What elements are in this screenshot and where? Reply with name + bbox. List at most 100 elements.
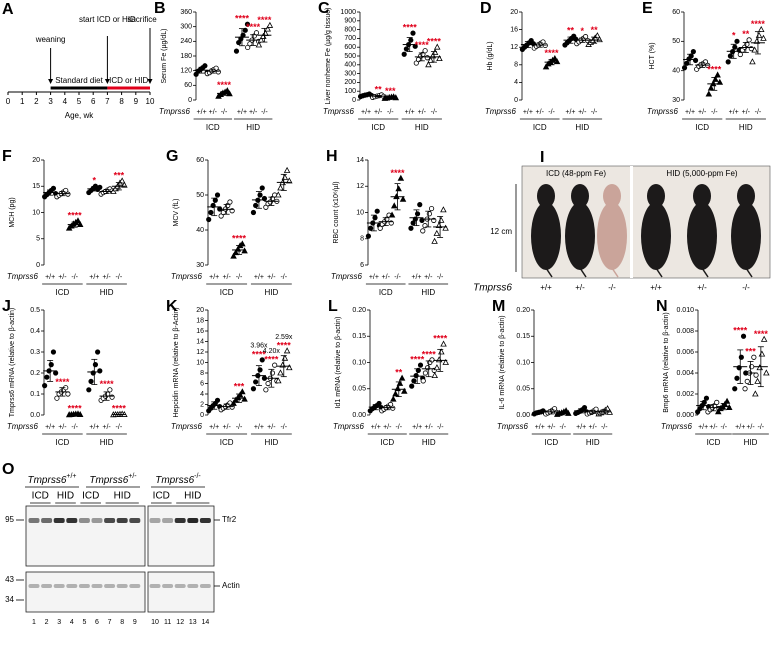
y-tick-label: 180	[180, 53, 192, 60]
diet-label: HID	[264, 288, 278, 297]
y-tick-label: 0.15	[352, 333, 366, 340]
lane-number: 6	[95, 619, 99, 626]
y-tick-label: 0.05	[516, 386, 530, 393]
genotype-label: Tmprss6	[7, 272, 39, 281]
x-tick-label: +/+	[237, 109, 247, 116]
significance-stars: ****	[403, 22, 418, 32]
data-point	[266, 21, 274, 28]
data-point	[433, 43, 441, 50]
panel-letter: B	[154, 0, 166, 17]
diet-label: HID	[422, 438, 436, 447]
y-tick-label: 0.10	[352, 359, 366, 366]
band-label: Tfr2	[222, 515, 237, 524]
y-tick-label: 20	[196, 307, 204, 314]
size-marker: 34	[5, 595, 14, 604]
x-tick-label: -/-	[559, 424, 566, 431]
genotype-superscript: +/-	[128, 473, 137, 480]
photo-label: ICD (48-ppm Fe)	[546, 169, 606, 178]
data-point	[250, 209, 257, 216]
lane-number: 11	[164, 619, 171, 626]
gene-name: Tmprss6	[27, 475, 66, 486]
x-tick-label: +/-	[58, 274, 67, 281]
data-point	[265, 380, 271, 387]
x-tick-label: -/-	[394, 274, 401, 281]
data-point	[737, 51, 743, 58]
data-point	[410, 30, 416, 36]
diet-label: HID	[415, 123, 429, 132]
data-point	[740, 333, 747, 339]
actin-band	[149, 584, 161, 588]
genotype-label: Tmprss6	[7, 422, 39, 431]
y-tick-label: 14	[356, 157, 364, 164]
gene-name: Tmprss6	[155, 475, 194, 486]
data-point	[732, 386, 738, 392]
x-tick-label: +/-	[209, 109, 218, 116]
x-tick-label: +/+	[412, 424, 422, 431]
genotype-label: Tmprss6	[171, 422, 203, 431]
significance-stars: ***	[114, 170, 125, 180]
diet-label: ICD	[544, 438, 558, 447]
diet-label: ICD	[380, 438, 394, 447]
significance-stars: *	[581, 26, 585, 36]
data-point	[227, 199, 233, 205]
data-point	[275, 191, 282, 198]
significance-stars: **	[742, 29, 750, 39]
x-tick-label: +/+	[576, 424, 586, 431]
x-tick-label: -/-	[280, 424, 287, 431]
gene-name: Tmprss6	[89, 475, 128, 486]
tfr2-band	[174, 518, 186, 523]
data-point	[394, 385, 401, 392]
y-tick-label: 0.20	[516, 307, 530, 314]
tfr2-band	[162, 518, 174, 523]
data-point	[257, 36, 265, 43]
x-tick-label: +/-	[382, 274, 391, 281]
data-point	[398, 374, 406, 381]
y-tick-label: 100	[344, 88, 356, 95]
diet-label: HID	[114, 491, 131, 502]
y-tick-label: 8	[514, 62, 518, 69]
lane-number: 9	[133, 619, 137, 626]
time-tick-label: 7	[105, 97, 110, 106]
data-point	[401, 387, 408, 394]
x-tick-label: +/-	[58, 424, 67, 431]
y-tick-label: 300	[180, 24, 192, 31]
arrow-head	[104, 79, 110, 84]
data-point	[422, 48, 428, 54]
diet-label: ICD	[707, 438, 721, 447]
photo-label: HID (5,000-ppm Fe)	[666, 169, 737, 178]
data-point	[738, 354, 744, 360]
data-point	[440, 340, 447, 347]
scale-label: 12 cm	[490, 227, 512, 236]
x-tick-label: +/+	[209, 274, 219, 281]
diet-label: ICD	[56, 438, 70, 447]
diet-label: ICD	[220, 288, 234, 297]
actin-band	[199, 584, 211, 588]
x-tick-label: +/-	[746, 424, 755, 431]
tfr2-band	[28, 518, 40, 523]
data-point	[53, 370, 59, 376]
x-tick-label: +/-	[547, 424, 556, 431]
data-point	[403, 46, 409, 52]
data-point	[259, 357, 265, 363]
y-tick-label: 0.3	[30, 349, 40, 356]
actin-band	[162, 584, 174, 588]
y-axis-label: RBC count (x10⁶/µl)	[333, 181, 340, 243]
mouse-head	[737, 184, 755, 208]
diet-label: HID	[739, 123, 753, 132]
data-point	[542, 63, 550, 70]
time-tick-label: 6	[91, 97, 96, 106]
data-point	[283, 166, 291, 173]
y-tick-label: 0	[200, 412, 204, 419]
y-tick-label: 360	[180, 9, 192, 16]
diet-label: HID	[246, 123, 260, 132]
diet-label: ICD	[82, 491, 99, 502]
data-point	[690, 48, 696, 55]
x-tick-label: +/+	[209, 424, 219, 431]
diet-label: ICD	[32, 491, 49, 502]
data-point	[250, 386, 257, 392]
data-point	[95, 349, 101, 355]
data-point	[436, 55, 443, 62]
time-tick-label: 9	[134, 97, 139, 106]
